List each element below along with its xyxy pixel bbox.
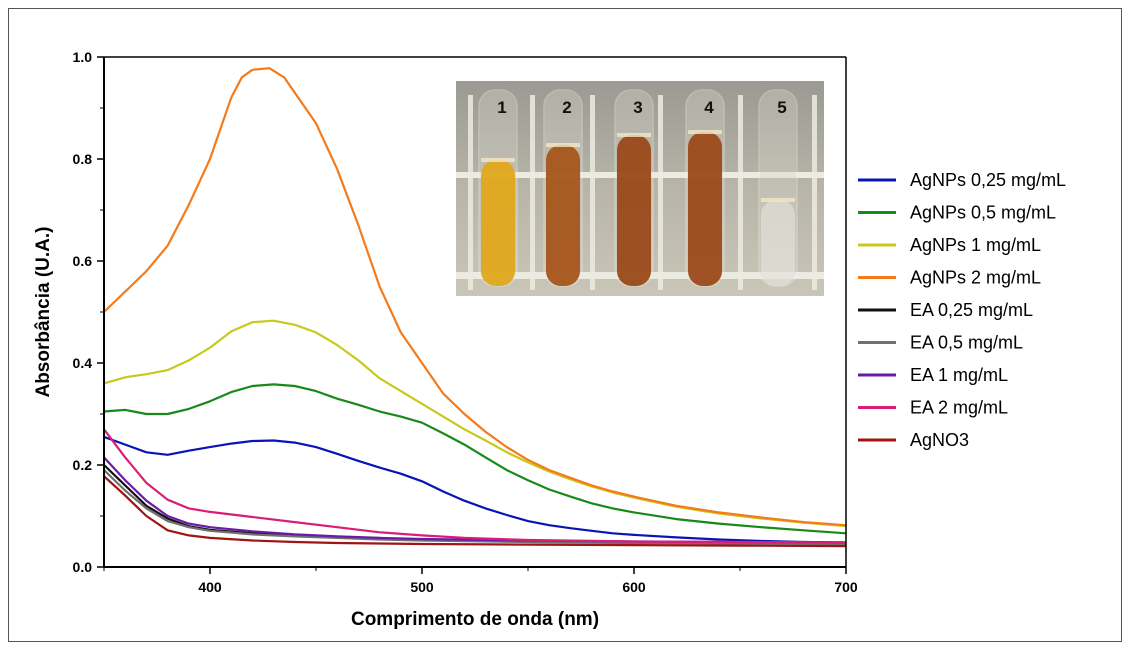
rack-post — [658, 95, 663, 290]
test-tubes — [478, 89, 798, 287]
series-line-9 — [104, 475, 846, 548]
tube-number-label: 1 — [497, 98, 506, 117]
series-line-2 — [104, 383, 846, 535]
tube-number-label: 4 — [704, 98, 714, 117]
tube-meniscus — [617, 133, 651, 137]
x-axis-title: Comprimento de onda (nm) — [351, 609, 599, 630]
tube-liquid — [688, 132, 722, 286]
legend-label: AgNPs 1 mg/mL — [910, 235, 1041, 255]
y-tick-label: 0.4 — [73, 355, 93, 371]
legend-label: EA 0,25 mg/mL — [910, 300, 1033, 320]
series-line-8 — [104, 428, 846, 544]
tube-number-label: 5 — [777, 98, 786, 117]
series-line-4 — [104, 67, 846, 527]
tube-meniscus — [481, 158, 515, 162]
axes — [103, 56, 847, 568]
x-tick-label: 700 — [834, 579, 858, 595]
legend-label: EA 0,5 mg/mL — [910, 333, 1023, 353]
y-ticks: 0.0 0.2 0.4 0.6 0.8 1.0 — [73, 49, 104, 575]
spectra-lines — [104, 67, 846, 548]
legend-label: AgNPs 0,25 mg/mL — [910, 170, 1066, 190]
tube-liquid — [617, 135, 651, 286]
y-tick-label: 0.8 — [73, 151, 93, 167]
rack-post — [530, 95, 535, 290]
tube-number-label: 2 — [562, 98, 571, 117]
tube-meniscus — [688, 130, 722, 134]
legend-label: AgNPs 2 mg/mL — [910, 268, 1041, 288]
tube-number-label: 3 — [633, 98, 642, 117]
inset-photo-test-tubes: 1 2 3 4 5 — [456, 81, 824, 296]
x-tick-label: 400 — [198, 579, 222, 595]
legend-label: EA 1 mg/mL — [910, 365, 1008, 385]
tube-liquid — [481, 160, 515, 286]
rack-post — [812, 95, 817, 290]
tube-liquid — [761, 200, 795, 286]
y-tick-label: 0.0 — [73, 559, 93, 575]
series-line-6 — [104, 469, 846, 546]
legend-label: EA 2 mg/mL — [910, 398, 1008, 418]
tube-labels: 1 2 3 4 5 — [497, 98, 786, 117]
tube-meniscus — [546, 143, 580, 147]
rack-post — [738, 95, 743, 290]
x-ticks: 400 500 600 700 — [103, 567, 858, 595]
x-tick-label: 600 — [622, 579, 646, 595]
y-tick-label: 0.6 — [73, 253, 93, 269]
legend: AgNPs 0,25 mg/mL AgNPs 0,5 mg/mL AgNPs 1 m… — [858, 170, 1066, 450]
series-line-1 — [104, 435, 846, 544]
tube-liquid — [546, 145, 580, 286]
rack-post — [590, 95, 595, 290]
rack-post — [468, 95, 473, 290]
y-axis-title: Absorbância (U.A.) — [33, 226, 54, 397]
y-tick-label: 0.2 — [73, 457, 93, 473]
legend-label: AgNPs 0,5 mg/mL — [910, 203, 1056, 223]
tube-meniscus — [761, 198, 795, 202]
x-tick-label: 500 — [410, 579, 434, 595]
y-tick-label: 1.0 — [73, 49, 93, 65]
legend-label: AgNO3 — [910, 430, 969, 450]
